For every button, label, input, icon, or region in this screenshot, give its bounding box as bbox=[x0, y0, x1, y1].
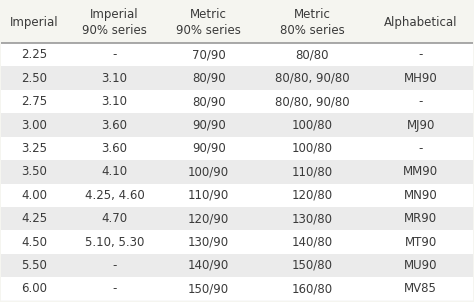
Text: 3.10: 3.10 bbox=[101, 72, 128, 85]
Text: -: - bbox=[112, 48, 117, 61]
Text: 3.50: 3.50 bbox=[21, 165, 47, 178]
Text: MU90: MU90 bbox=[404, 259, 438, 272]
Text: 5.50: 5.50 bbox=[21, 259, 47, 272]
Text: -: - bbox=[112, 259, 117, 272]
Text: 140/80: 140/80 bbox=[292, 236, 333, 249]
Text: 110/90: 110/90 bbox=[188, 189, 229, 202]
Text: MJ90: MJ90 bbox=[407, 118, 435, 132]
Text: 4.70: 4.70 bbox=[101, 212, 128, 225]
Text: 120/80: 120/80 bbox=[292, 189, 333, 202]
Text: 80/90: 80/90 bbox=[192, 72, 226, 85]
Text: 90/90: 90/90 bbox=[192, 118, 226, 132]
Text: Metric
80% series: Metric 80% series bbox=[280, 8, 345, 37]
Text: 3.60: 3.60 bbox=[101, 118, 128, 132]
Text: MM90: MM90 bbox=[403, 165, 438, 178]
Bar bbox=[1, 113, 473, 137]
Text: Metric
90% series: Metric 90% series bbox=[176, 8, 241, 37]
Text: 3.60: 3.60 bbox=[101, 142, 128, 155]
Text: 90/90: 90/90 bbox=[192, 142, 226, 155]
Text: 4.50: 4.50 bbox=[21, 236, 47, 249]
Text: 80/90: 80/90 bbox=[192, 95, 226, 108]
Text: 4.10: 4.10 bbox=[101, 165, 128, 178]
Text: 150/80: 150/80 bbox=[292, 259, 333, 272]
Text: 3.00: 3.00 bbox=[21, 118, 47, 132]
Text: -: - bbox=[112, 282, 117, 295]
Bar bbox=[1, 254, 473, 277]
Text: 150/90: 150/90 bbox=[188, 282, 229, 295]
Text: MR90: MR90 bbox=[404, 212, 438, 225]
Text: 4.00: 4.00 bbox=[21, 189, 47, 202]
Text: 2.75: 2.75 bbox=[21, 95, 47, 108]
Text: 100/90: 100/90 bbox=[188, 165, 229, 178]
Text: 2.50: 2.50 bbox=[21, 72, 47, 85]
Text: 3.10: 3.10 bbox=[101, 95, 128, 108]
Bar bbox=[1, 137, 473, 160]
Text: -: - bbox=[419, 48, 423, 61]
Bar bbox=[1, 43, 473, 66]
Bar bbox=[1, 160, 473, 184]
Text: MV85: MV85 bbox=[404, 282, 437, 295]
Text: 100/80: 100/80 bbox=[292, 142, 333, 155]
Text: Imperial: Imperial bbox=[10, 16, 59, 29]
Text: 5.10, 5.30: 5.10, 5.30 bbox=[85, 236, 144, 249]
Text: 120/90: 120/90 bbox=[188, 212, 229, 225]
Bar bbox=[1, 66, 473, 90]
Text: 140/90: 140/90 bbox=[188, 259, 229, 272]
Bar bbox=[1, 230, 473, 254]
Text: 160/80: 160/80 bbox=[292, 282, 333, 295]
Text: 100/80: 100/80 bbox=[292, 118, 333, 132]
Text: -: - bbox=[419, 95, 423, 108]
Text: 3.25: 3.25 bbox=[21, 142, 47, 155]
Text: 130/90: 130/90 bbox=[188, 236, 229, 249]
Bar bbox=[1, 184, 473, 207]
Text: 130/80: 130/80 bbox=[292, 212, 333, 225]
Text: MT90: MT90 bbox=[405, 236, 437, 249]
Text: 80/80, 90/80: 80/80, 90/80 bbox=[275, 95, 350, 108]
Text: MN90: MN90 bbox=[404, 189, 438, 202]
Text: 2.25: 2.25 bbox=[21, 48, 47, 61]
Text: 4.25: 4.25 bbox=[21, 212, 47, 225]
Bar bbox=[1, 2, 473, 43]
Bar bbox=[1, 277, 473, 300]
Text: MH90: MH90 bbox=[404, 72, 438, 85]
Text: 110/80: 110/80 bbox=[292, 165, 333, 178]
Text: 80/80, 90/80: 80/80, 90/80 bbox=[275, 72, 350, 85]
Text: Alphabetical: Alphabetical bbox=[384, 16, 457, 29]
Text: Imperial
90% series: Imperial 90% series bbox=[82, 8, 147, 37]
Text: 70/90: 70/90 bbox=[192, 48, 226, 61]
Text: 6.00: 6.00 bbox=[21, 282, 47, 295]
Bar bbox=[1, 90, 473, 113]
Bar bbox=[1, 207, 473, 230]
Text: 80/80: 80/80 bbox=[296, 48, 329, 61]
Text: -: - bbox=[419, 142, 423, 155]
Text: 4.25, 4.60: 4.25, 4.60 bbox=[84, 189, 145, 202]
